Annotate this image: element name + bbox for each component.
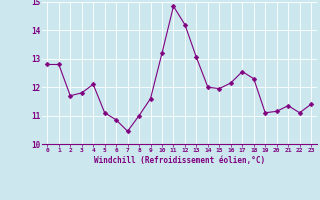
X-axis label: Windchill (Refroidissement éolien,°C): Windchill (Refroidissement éolien,°C) [94, 156, 265, 165]
